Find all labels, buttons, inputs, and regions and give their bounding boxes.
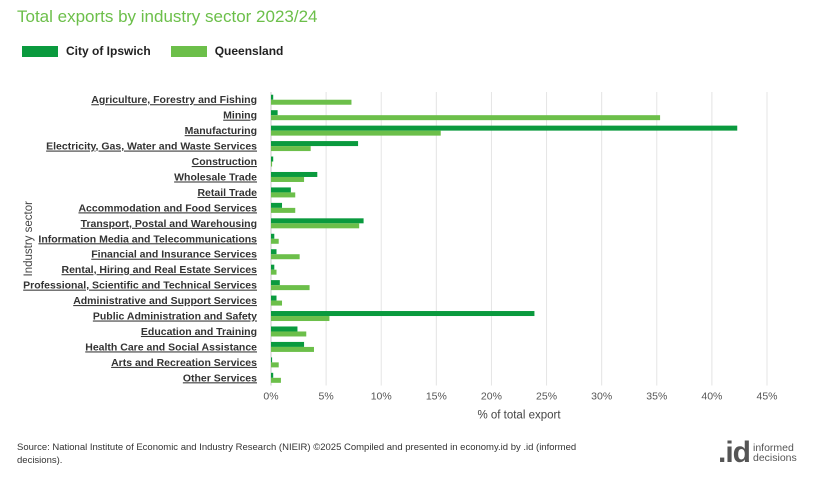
bar-administrative-and-support-services-queensland	[271, 300, 283, 306]
bar-construction-city-of-ipswich	[271, 156, 274, 162]
bar-agriculture-forestry-and-fishing-city-of-ipswich	[271, 94, 274, 100]
legend: City of Ipswich Queensland	[22, 44, 303, 58]
x-tick-label-5: 5%	[319, 391, 334, 403]
y-axis-title: Industry sector	[23, 201, 35, 277]
category-label-construction[interactable]: Construction	[192, 156, 257, 168]
bar-retail-trade-queensland	[271, 192, 296, 198]
logo-word-1: informed	[753, 442, 794, 454]
bar-construction-queensland	[271, 161, 273, 167]
category-label-wholesale-trade[interactable]: Wholesale Trade	[174, 171, 257, 183]
bar-education-and-training-queensland	[271, 331, 307, 337]
legend-label-city-of-ipswich: City of Ipswich	[66, 44, 151, 58]
x-tick-label-35: 35%	[646, 391, 667, 403]
bar-wholesale-trade-city-of-ipswich	[271, 171, 318, 177]
legend-item-queensland[interactable]: Queensland	[170, 44, 284, 58]
category-label-manufacturing[interactable]: Manufacturing	[185, 125, 257, 137]
legend-swatch-city-of-ipswich	[22, 45, 58, 57]
category-label-professional-scientific-and-technical-services[interactable]: Professional, Scientific and Technical S…	[23, 280, 257, 292]
source-line-1: Source: National Institute of Economic a…	[17, 442, 577, 453]
logo-word-2: decisions	[753, 452, 797, 464]
source-note: Source: National Institute of Economic a…	[17, 442, 617, 467]
bar-health-care-and-social-assistance-queensland	[271, 346, 314, 352]
bar-manufacturing-queensland	[271, 130, 441, 136]
bar-information-media-and-telecommunications-city-of-ipswich	[271, 233, 275, 239]
bar-accommodation-and-food-services-queensland	[271, 207, 296, 213]
x-tick-label-30: 30%	[591, 391, 612, 403]
source-line-2: decisions).	[17, 454, 63, 466]
category-label-mining[interactable]: Mining	[223, 110, 257, 122]
bar-rental-hiring-and-real-estate-services-queensland	[271, 269, 277, 275]
x-tick-label-10: 10%	[371, 391, 392, 403]
bar-professional-scientific-and-technical-services-queensland	[271, 285, 310, 291]
bar-public-administration-and-safety-queensland	[271, 316, 330, 322]
category-label-transport-postal-and-warehousing[interactable]: Transport, Postal and Warehousing	[81, 218, 257, 230]
category-label-health-care-and-social-assistance[interactable]: Health Care and Social Assistance	[85, 341, 257, 353]
legend-label-queensland: Queensland	[214, 44, 284, 58]
bar-manufacturing-city-of-ipswich	[271, 125, 738, 131]
x-tick-label-40: 40%	[701, 391, 722, 403]
bar-education-and-training-city-of-ipswich	[271, 326, 298, 332]
bar-transport-postal-and-warehousing-queensland	[271, 223, 360, 229]
bar-other-services-city-of-ipswich	[271, 372, 274, 378]
category-label-information-media-and-telecommunications[interactable]: Information Media and Telecommunications	[38, 233, 257, 245]
bar-information-media-and-telecommunications-queensland	[271, 238, 279, 244]
legend-item-city-of-ipswich[interactable]: City of Ipswich	[22, 44, 151, 58]
x-tick-label-0: 0%	[263, 391, 278, 403]
x-axis-title: % of total export	[477, 410, 561, 422]
bar-electricity-gas-water-and-waste-services-queensland	[271, 146, 311, 152]
category-label-other-services[interactable]: Other Services	[183, 372, 257, 384]
legend-swatch-queensland	[170, 45, 207, 57]
category-label-administrative-and-support-services[interactable]: Administrative and Support Services	[73, 295, 257, 307]
bar-agriculture-forestry-and-fishing-queensland	[271, 99, 352, 105]
bar-mining-queensland	[271, 115, 661, 121]
bar-wholesale-trade-queensland	[271, 176, 305, 182]
category-label-electricity-gas-water-and-waste-services[interactable]: Electricity, Gas, Water and Waste Servic…	[46, 141, 257, 153]
category-label-education-and-training[interactable]: Education and Training	[141, 326, 257, 338]
category-label-agriculture-forestry-and-fishing[interactable]: Agriculture, Forestry and Fishing	[91, 94, 257, 106]
category-label-financial-and-insurance-services[interactable]: Financial and Insurance Services	[91, 249, 257, 261]
chart-title: Total exports by industry sector 2023/24	[17, 7, 318, 26]
category-label-retail-trade[interactable]: Retail Trade	[197, 187, 257, 199]
category-label-rental-hiring-and-real-estate-services[interactable]: Rental, Hiring and Real Estate Services	[62, 264, 258, 276]
bar-transport-postal-and-warehousing-city-of-ipswich	[271, 218, 364, 224]
x-tick-label-20: 20%	[481, 391, 502, 403]
bar-arts-and-recreation-services-queensland	[271, 362, 279, 368]
informed-decisions-logo: .id informed decisions	[718, 436, 797, 470]
bar-other-services-queensland	[271, 377, 281, 383]
x-tick-label-15: 15%	[426, 391, 447, 403]
bar-financial-and-insurance-services-city-of-ipswich	[271, 249, 277, 255]
category-label-public-administration-and-safety[interactable]: Public Administration and Safety	[93, 311, 257, 323]
bar-rental-hiring-and-real-estate-services-city-of-ipswich	[271, 264, 275, 270]
category-label-accommodation-and-food-services[interactable]: Accommodation and Food Services	[78, 202, 257, 214]
bar-health-care-and-social-assistance-city-of-ipswich	[271, 341, 305, 347]
bar-financial-and-insurance-services-queensland	[271, 254, 300, 260]
x-tick-label-45: 45%	[756, 391, 777, 403]
bar-administrative-and-support-services-city-of-ipswich	[271, 295, 277, 301]
bar-arts-and-recreation-services-city-of-ipswich	[271, 357, 273, 363]
bar-mining-city-of-ipswich	[271, 110, 278, 116]
x-tick-label-25: 25%	[536, 391, 557, 403]
bar-public-administration-and-safety-city-of-ipswich	[271, 311, 535, 317]
logo-words: informed decisions	[753, 442, 797, 464]
bar-chart: 0% 5% 10% 15% 20% 25% 30% 35% 40% 45% Agriculture,…	[23, 92, 778, 422]
bar-retail-trade-city-of-ipswich	[271, 187, 291, 193]
bar-electricity-gas-water-and-waste-services-city-of-ipswich	[271, 141, 359, 147]
category-label-arts-and-recreation-services[interactable]: Arts and Recreation Services	[111, 357, 257, 369]
bar-professional-scientific-and-technical-services-city-of-ipswich	[271, 280, 280, 286]
logo-mark: .id	[718, 436, 751, 469]
bar-accommodation-and-food-services-city-of-ipswich	[271, 202, 283, 208]
